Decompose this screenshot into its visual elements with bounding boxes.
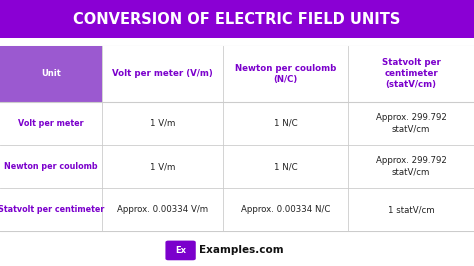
Text: Approx. 299.792
statV/cm: Approx. 299.792 statV/cm: [376, 156, 447, 177]
Text: Volt per meter: Volt per meter: [18, 119, 84, 128]
FancyBboxPatch shape: [348, 188, 474, 231]
Text: 1 V/m: 1 V/m: [150, 119, 175, 128]
FancyBboxPatch shape: [0, 188, 102, 231]
FancyBboxPatch shape: [348, 102, 474, 145]
Text: Volt per meter (V/m): Volt per meter (V/m): [112, 69, 213, 78]
Text: CONVERSION OF ELECTRIC FIELD UNITS: CONVERSION OF ELECTRIC FIELD UNITS: [73, 11, 401, 27]
Text: Approx. 0.00334 N/C: Approx. 0.00334 N/C: [241, 205, 330, 214]
FancyBboxPatch shape: [102, 145, 223, 188]
FancyBboxPatch shape: [0, 145, 102, 188]
FancyBboxPatch shape: [102, 102, 223, 145]
FancyBboxPatch shape: [0, 46, 102, 102]
Text: Approx. 0.00334 V/m: Approx. 0.00334 V/m: [117, 205, 208, 214]
Text: Statvolt per centimeter: Statvolt per centimeter: [0, 205, 104, 214]
FancyBboxPatch shape: [223, 102, 348, 145]
Text: Newton per coulomb: Newton per coulomb: [4, 162, 98, 171]
Text: Statvolt per
centimeter
(statV/cm): Statvolt per centimeter (statV/cm): [382, 58, 441, 89]
FancyBboxPatch shape: [223, 46, 348, 102]
Text: 1 statV/cm: 1 statV/cm: [388, 205, 435, 214]
Text: Examples.com: Examples.com: [199, 246, 283, 255]
Text: 1 N/C: 1 N/C: [274, 119, 297, 128]
Text: Newton per coulomb
(N/C): Newton per coulomb (N/C): [235, 64, 336, 84]
FancyBboxPatch shape: [348, 46, 474, 102]
FancyBboxPatch shape: [0, 0, 474, 38]
Text: Approx. 299.792
statV/cm: Approx. 299.792 statV/cm: [376, 113, 447, 133]
FancyBboxPatch shape: [102, 188, 223, 231]
FancyBboxPatch shape: [223, 188, 348, 231]
FancyBboxPatch shape: [223, 145, 348, 188]
Text: 1 V/m: 1 V/m: [150, 162, 175, 171]
Text: 1 N/C: 1 N/C: [274, 162, 297, 171]
FancyBboxPatch shape: [0, 102, 102, 145]
FancyBboxPatch shape: [165, 240, 196, 260]
Text: Unit: Unit: [41, 69, 61, 78]
FancyBboxPatch shape: [348, 145, 474, 188]
FancyBboxPatch shape: [102, 46, 223, 102]
Text: Ex: Ex: [175, 246, 186, 255]
